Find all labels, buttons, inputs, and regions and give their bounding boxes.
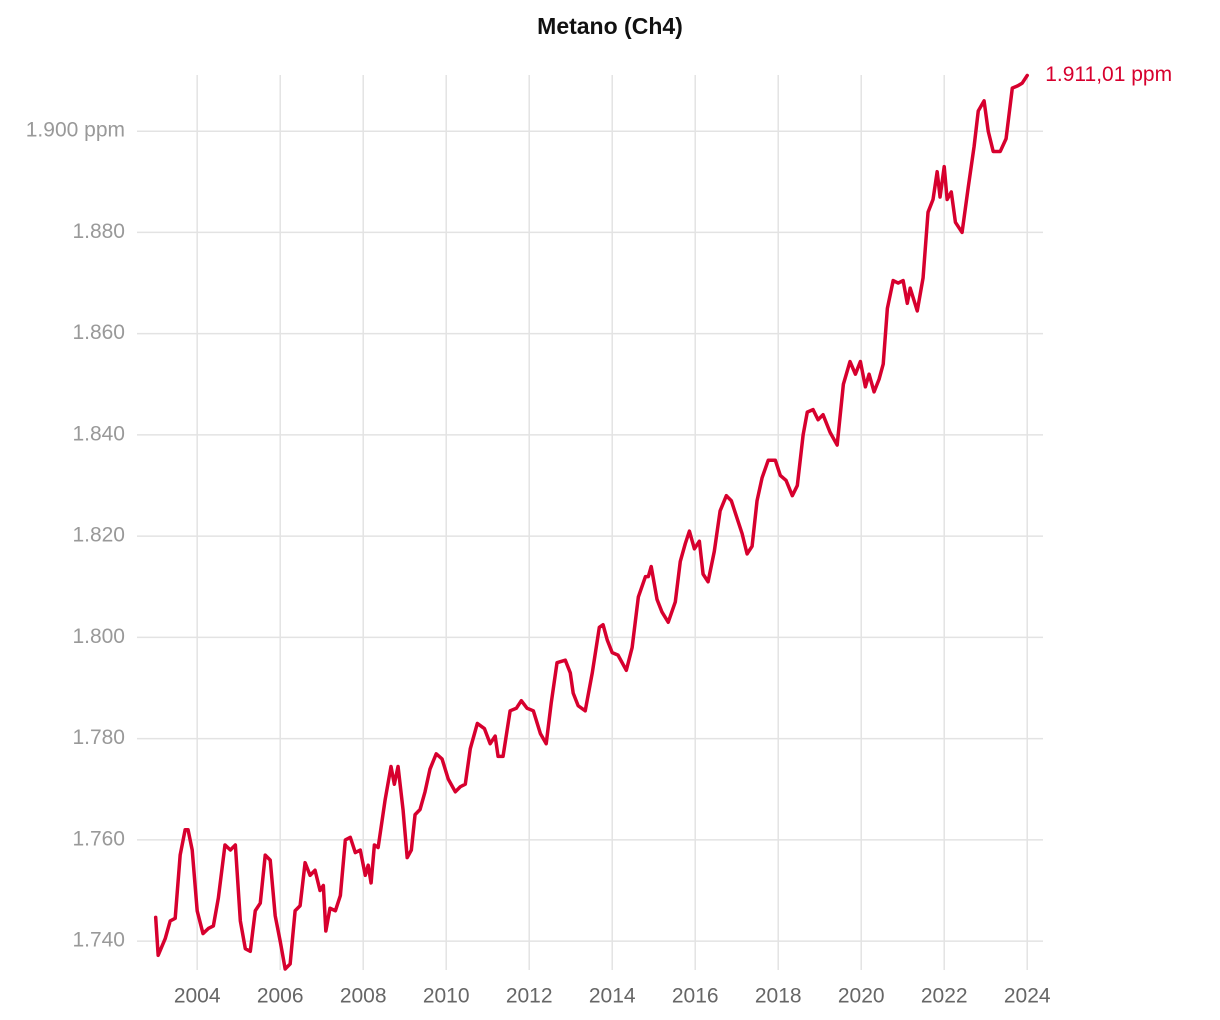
x-tick-label: 2024 — [1004, 985, 1051, 1008]
y-tick-label: 1.880 — [72, 220, 125, 243]
y-tick-label: 1.800 — [72, 625, 125, 648]
x-tick-label: 2010 — [423, 985, 470, 1008]
y-tick-label: 1.780 — [72, 726, 125, 749]
x-tick-label: 2006 — [257, 985, 304, 1008]
x-tick-label: 2018 — [755, 985, 802, 1008]
x-tick-label: 2022 — [921, 985, 968, 1008]
chart-title: Metano (Ch4) — [537, 13, 683, 39]
y-tick-label: 1.760 — [72, 827, 125, 850]
x-tick-label: 2012 — [506, 985, 553, 1008]
y-tick-label: 1.840 — [72, 422, 125, 445]
y-tick-label: 1.900 ppm — [26, 119, 125, 142]
x-tick-label: 2016 — [672, 985, 719, 1008]
x-tick-label: 2008 — [340, 985, 387, 1008]
y-tick-label: 1.860 — [72, 321, 125, 344]
x-tick-label: 2014 — [589, 985, 636, 1008]
x-tick-label: 2020 — [838, 985, 885, 1008]
y-tick-label: 1.820 — [72, 524, 125, 547]
y-tick-label: 1.740 — [72, 929, 125, 952]
value-label: 1.911,01 ppm — [1045, 63, 1172, 86]
data-line — [153, 73, 1029, 971]
x-tick-label: 2004 — [174, 985, 221, 1008]
